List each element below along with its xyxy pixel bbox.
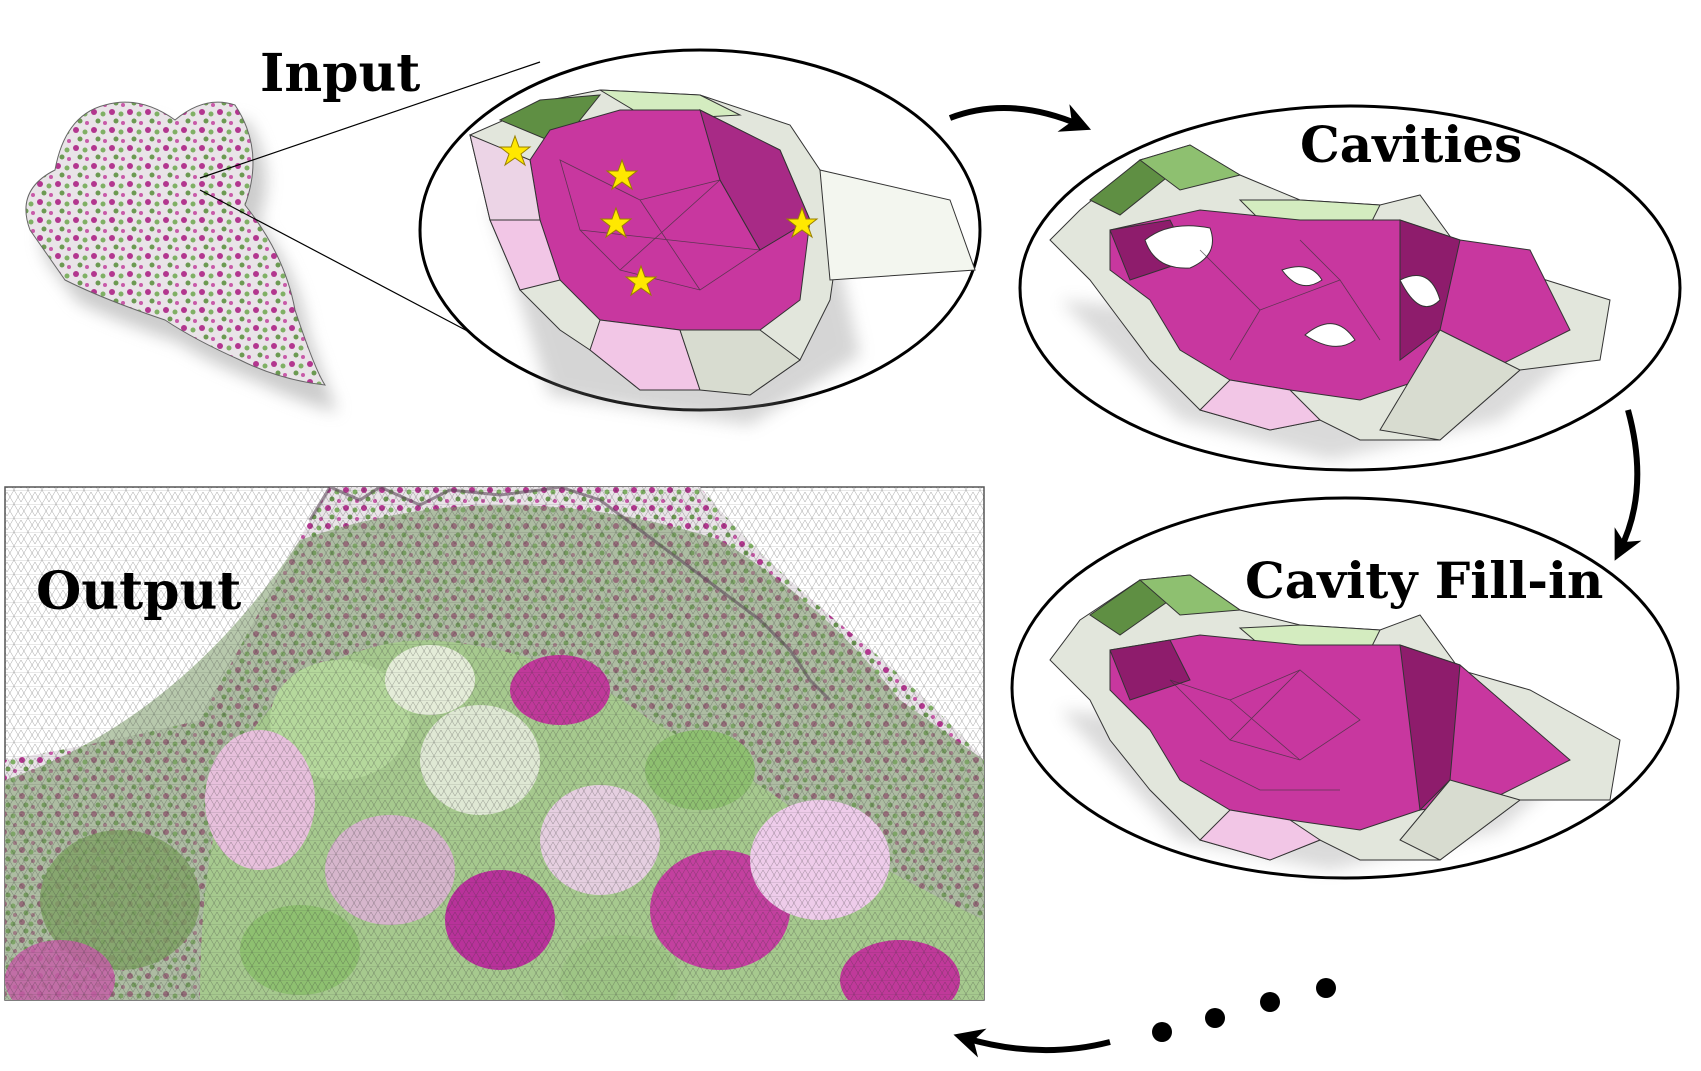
cavities-ellipse <box>1018 104 1682 472</box>
input-label: Input <box>260 43 421 104</box>
cavity-hole <box>1399 275 1441 308</box>
cavity-fill-in-label: Cavity Fill-in <box>1245 551 1604 610</box>
output-panel <box>4 486 985 1001</box>
cavity-fill-in-ellipse <box>1010 496 1680 880</box>
flow-arrow-icon <box>953 1028 1111 1058</box>
cavities-label: Cavities <box>1300 115 1523 174</box>
cavity-hole <box>1144 225 1213 269</box>
zoom-line-top <box>199 61 541 179</box>
input-thumbnail-mesh <box>25 101 338 412</box>
star-marker-icon <box>498 134 819 297</box>
flow-arrow-icon <box>948 104 1092 132</box>
ellipsis-dots-icon <box>1152 978 1336 1042</box>
input-detail-ellipse <box>418 48 982 425</box>
zoom-line-bottom <box>199 189 476 336</box>
cavity-hole <box>1304 323 1356 347</box>
output-label: Output <box>36 561 242 622</box>
flow-arrow-icon <box>1614 409 1642 561</box>
cavity-hole <box>1281 266 1323 287</box>
